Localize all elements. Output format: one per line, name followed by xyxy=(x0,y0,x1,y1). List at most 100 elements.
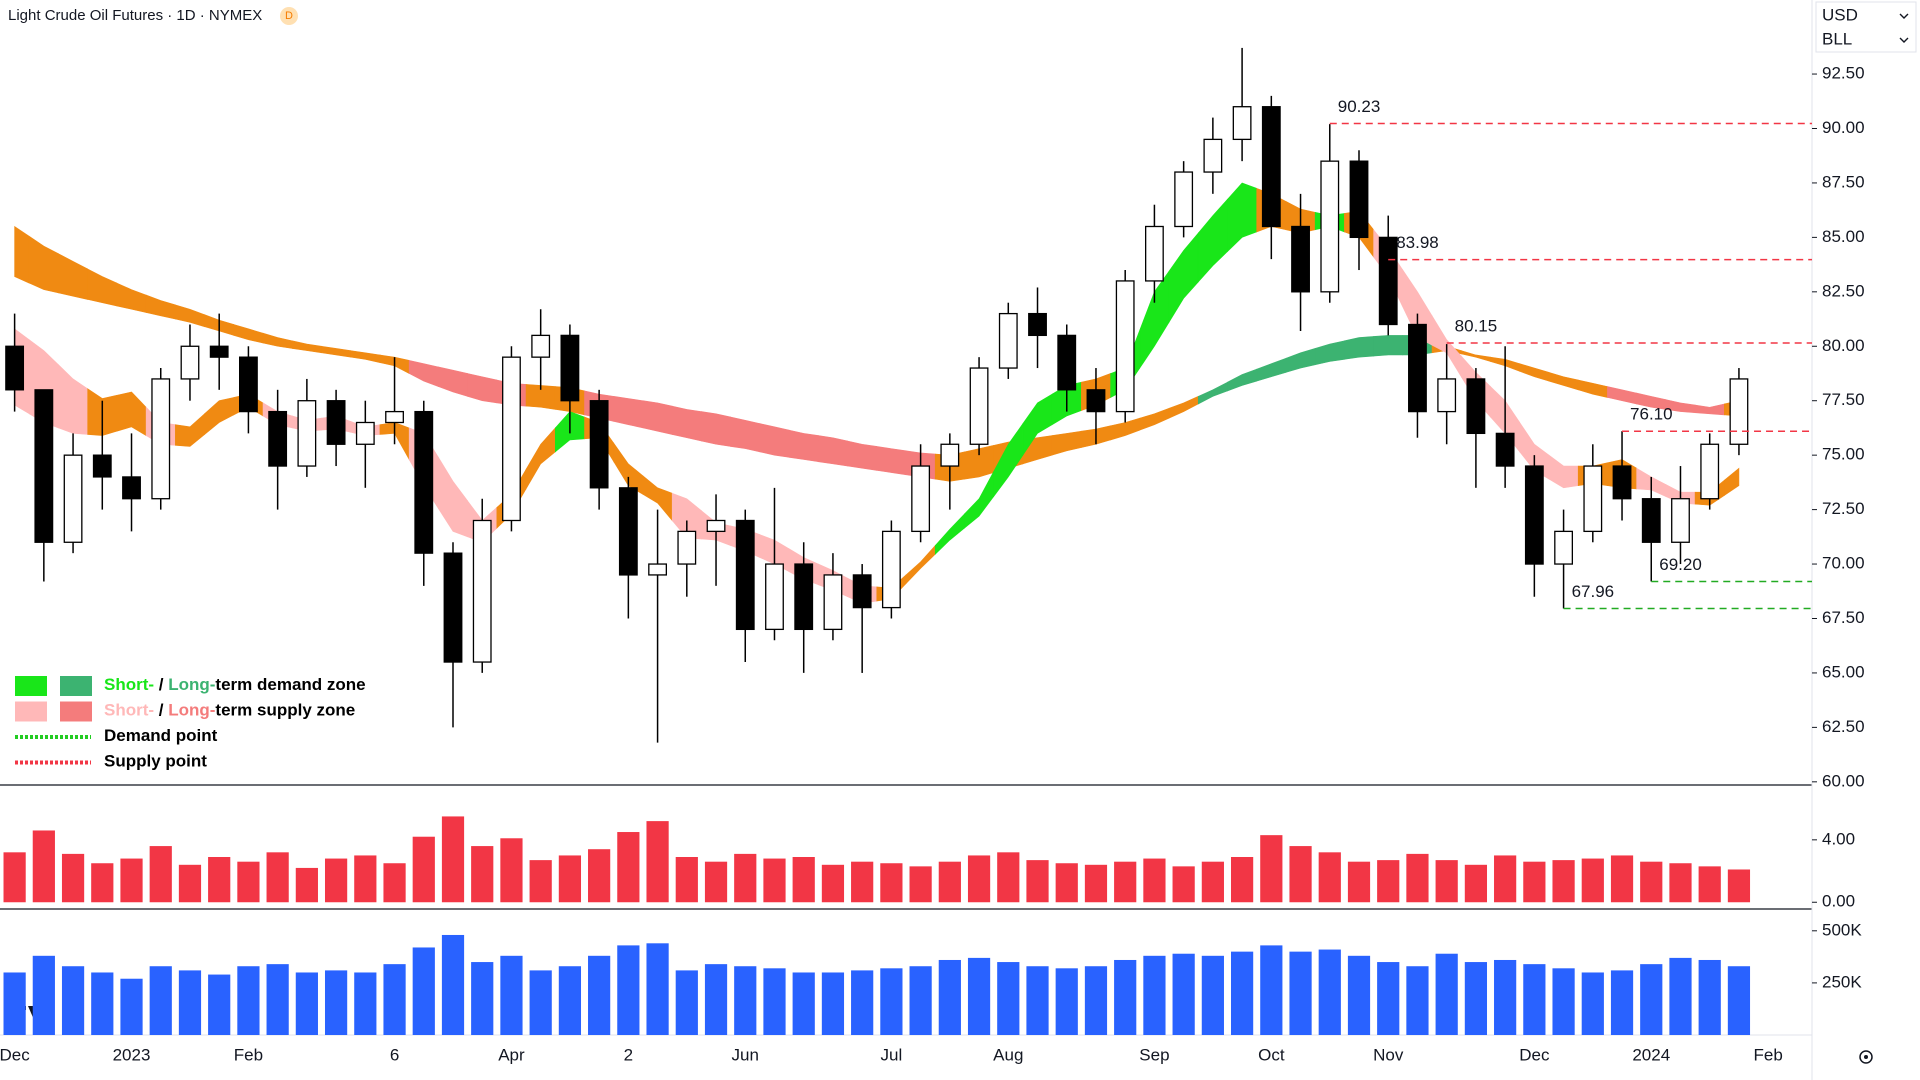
indicator-bar xyxy=(558,855,582,903)
volume-bar xyxy=(997,962,1020,1035)
candle-body xyxy=(1057,334,1077,391)
level-label: 69.20 xyxy=(1659,555,1702,574)
candle-body xyxy=(239,356,258,413)
settings[interactable] xyxy=(1859,1050,1873,1064)
legend-text: Long- xyxy=(168,675,215,694)
indicator-bar xyxy=(588,849,611,903)
y-tick-label: 87.50 xyxy=(1822,172,1865,191)
volume-bar xyxy=(1084,966,1108,1035)
candle-body xyxy=(531,334,551,358)
candle-body xyxy=(180,345,200,380)
y-tick-label: 70.00 xyxy=(1822,554,1865,573)
volume-bar xyxy=(120,978,143,1035)
volume-bar xyxy=(61,966,85,1035)
x-tick-label: Feb xyxy=(1754,1045,1783,1064)
volume-bar xyxy=(1640,964,1663,1035)
candle-body xyxy=(1028,312,1047,337)
volume-bar xyxy=(441,934,465,1035)
volume-bar xyxy=(1669,957,1692,1035)
candle-body xyxy=(1612,465,1632,500)
volume-bar xyxy=(1377,962,1400,1035)
unit[interactable]: BLL xyxy=(1822,29,1852,48)
indicator-bar xyxy=(1435,860,1458,903)
indicator-bar xyxy=(1610,855,1634,903)
volume-bar xyxy=(1698,959,1721,1035)
candle-body xyxy=(209,345,229,358)
x-tick-label: Sep xyxy=(1139,1045,1169,1064)
candle-body xyxy=(677,530,697,565)
volume-bar xyxy=(1230,951,1254,1035)
volume-bar xyxy=(588,955,611,1035)
zone-band xyxy=(1373,335,1404,357)
volume-bar xyxy=(32,955,55,1035)
candle-body xyxy=(326,400,346,445)
volume-bar xyxy=(324,970,348,1035)
legend-text: Demand point xyxy=(104,726,218,745)
y-tick-label: 85.00 xyxy=(1822,227,1865,246)
indicator-bar xyxy=(500,838,523,903)
candle-body xyxy=(911,465,931,533)
indicator-bar xyxy=(909,866,932,903)
volume-bar xyxy=(1435,953,1458,1035)
volume-bar xyxy=(178,970,202,1035)
indicator-bar xyxy=(1289,846,1312,903)
indicator-bar xyxy=(471,846,494,903)
settings-dot xyxy=(1864,1055,1868,1059)
volume-bar xyxy=(295,972,318,1035)
y-tick-label: 250K xyxy=(1822,972,1862,991)
volume-bar xyxy=(880,968,903,1035)
indicator-bar xyxy=(880,863,903,903)
legend-text: / xyxy=(154,675,168,694)
level-label: 76.10 xyxy=(1630,405,1673,424)
candle-body xyxy=(1086,389,1106,413)
indicator-bar xyxy=(1260,835,1283,903)
candle-body xyxy=(502,356,521,522)
x-tick-label: Oct xyxy=(1258,1045,1285,1064)
zone-band xyxy=(876,446,907,476)
indicator-bar xyxy=(821,864,845,903)
legend-label: Supply point xyxy=(104,752,207,771)
zone-band xyxy=(818,435,848,467)
indicator-bar xyxy=(1318,852,1341,903)
volume-bar xyxy=(500,955,523,1035)
indicator-bar xyxy=(1230,857,1254,903)
candle-body xyxy=(1524,465,1544,565)
volume-bar xyxy=(1552,968,1575,1035)
indicator-bar xyxy=(675,857,698,903)
x-tick-label: Dec xyxy=(0,1045,30,1064)
indicator-bar xyxy=(646,821,669,903)
legend-label: Demand point xyxy=(104,726,218,745)
y-tick-label: 65.00 xyxy=(1822,662,1865,681)
indicator-bar xyxy=(61,853,85,903)
y-tick-label: 82.50 xyxy=(1822,281,1865,300)
candle-body xyxy=(355,421,375,445)
x-tick-label: Feb xyxy=(234,1045,263,1064)
candle-body xyxy=(1671,498,1690,543)
volume-bar xyxy=(1318,949,1341,1035)
indicator-bar xyxy=(1494,855,1517,903)
candle-body xyxy=(1291,225,1310,293)
unit-box[interactable] xyxy=(1815,1,1917,53)
indicator-bar xyxy=(3,852,26,903)
volume-bar xyxy=(1026,966,1049,1035)
zone-band xyxy=(788,429,819,463)
volume-bar xyxy=(91,972,114,1035)
candle-body xyxy=(1466,378,1486,435)
volume-bar xyxy=(763,968,786,1035)
currency[interactable]: USD xyxy=(1822,5,1858,24)
y-tick-label: 60.00 xyxy=(1822,771,1865,790)
legend-text: Long- xyxy=(168,701,215,720)
candle-body xyxy=(1232,106,1252,141)
volume-bar xyxy=(1727,966,1751,1035)
chart-title: Light Crude Oil Futures · 1D · NYMEX xyxy=(8,7,262,24)
level-label: 90.23 xyxy=(1338,97,1381,116)
candle-body xyxy=(1583,465,1603,533)
badge: D xyxy=(285,10,293,22)
indicator-bar xyxy=(32,830,55,903)
x-tick-label: 2 xyxy=(624,1045,633,1064)
indicator-bar xyxy=(295,867,318,903)
volume-bar xyxy=(1610,970,1634,1035)
indicator-bar xyxy=(1406,853,1429,903)
y-tick-label: 72.50 xyxy=(1822,499,1865,518)
